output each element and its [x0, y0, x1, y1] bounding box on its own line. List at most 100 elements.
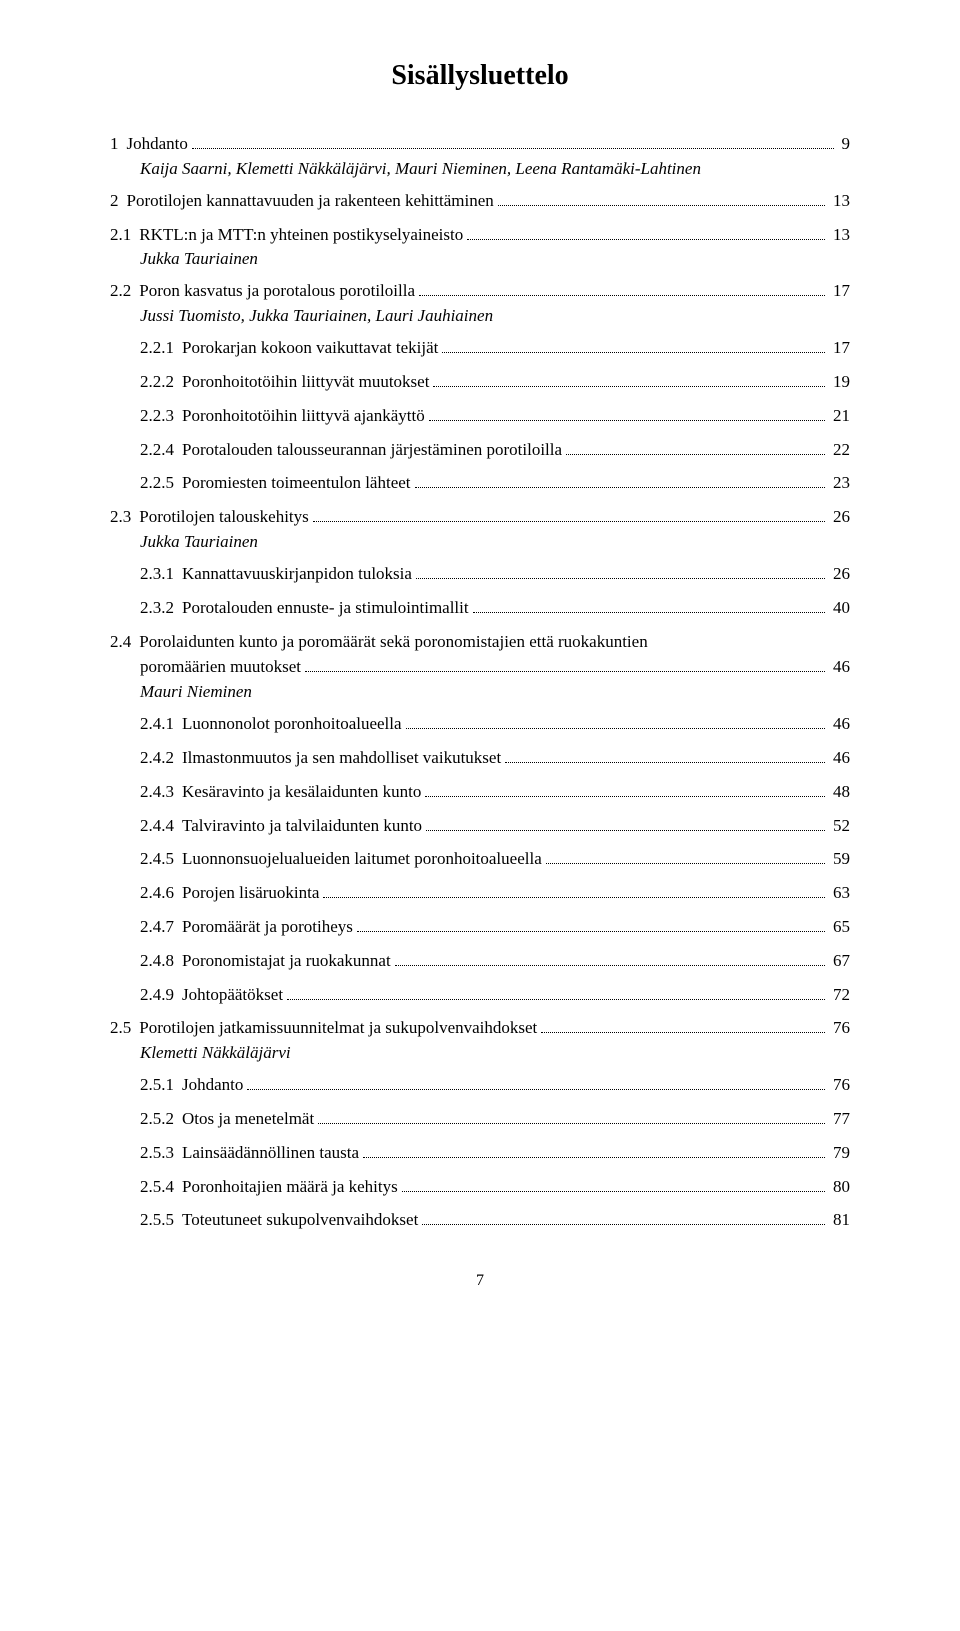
- toc-leader: [442, 352, 825, 353]
- toc-entry: 2.2.5Poromiesten toimeentulon lähteet23: [140, 471, 850, 495]
- toc-entry: 2.5.5Toteutuneet sukupolvenvaihdokset81: [140, 1208, 850, 1232]
- toc-label: Porotilojen jatkamissuunnitelmat ja suku…: [139, 1016, 537, 1040]
- toc-number: 2.4.6: [140, 881, 174, 905]
- toc-leader: [357, 931, 825, 932]
- toc-page: 48: [833, 780, 850, 804]
- toc-leader: [426, 830, 825, 831]
- toc-entry: 1Johdanto9: [110, 132, 850, 156]
- toc-entry: 2.2 Poron kasvatus ja porotalous porotilo…: [110, 279, 850, 303]
- toc-author: Jukka Tauriainen: [140, 532, 850, 552]
- toc-number: 2.5.4: [140, 1175, 174, 1199]
- toc-leader: [323, 897, 825, 898]
- toc-page: 79: [833, 1141, 850, 1165]
- toc-page: 63: [833, 881, 850, 905]
- toc-leader: [433, 386, 825, 387]
- toc-entry: 2.4.2 Ilmastonmuutos ja sen mahdolliset v…: [140, 746, 850, 770]
- toc-number: 2.2: [110, 279, 131, 303]
- toc-leader: [402, 1191, 825, 1192]
- toc-leader: [287, 999, 825, 1000]
- toc-page: 46: [833, 655, 850, 679]
- toc-list: 1Johdanto9 Kaija Saarni, Klemetti Näkkälä…: [110, 132, 850, 1232]
- toc-leader: [363, 1157, 825, 1158]
- toc-number: 2.4.5: [140, 847, 174, 871]
- toc-label: RKTL:n ja MTT:n yhteinen postikyselyaine…: [139, 223, 463, 247]
- toc-number: 2.2.4: [140, 438, 174, 462]
- toc-leader: [313, 521, 825, 522]
- toc-number: 2.2.2: [140, 370, 174, 394]
- toc-number: 2.2.5: [140, 471, 174, 495]
- toc-label: Poromäärät ja porotiheys: [182, 915, 353, 939]
- toc-entry: 2.2.2 Poronhoitotöihin liittyvät muutokse…: [140, 370, 850, 394]
- toc-page: 67: [833, 949, 850, 973]
- toc-label: Kesäravinto ja kesälaidunten kunto: [182, 780, 421, 804]
- toc-leader: [467, 239, 825, 240]
- toc-entry: 2.3.2Porotalouden ennuste- ja stimuloint…: [140, 596, 850, 620]
- toc-number: 2.5: [110, 1016, 131, 1040]
- toc-page: 21: [833, 404, 850, 428]
- toc-label: Kannattavuuskirjanpidon tuloksia: [182, 562, 412, 586]
- toc-page: 13: [833, 189, 850, 213]
- toc-label: Porojen lisäruokinta: [182, 881, 319, 905]
- toc-label: Luonnonolot poronhoitoalueella: [182, 712, 402, 736]
- toc-label: Porolaidunten kunto ja poromäärät sekä p…: [139, 630, 647, 654]
- toc-leader: [498, 205, 825, 206]
- toc-page: 46: [833, 712, 850, 736]
- toc-entry: 2.3 Porotilojen talouskehitys 26: [110, 505, 850, 529]
- toc-number: 2.4.4: [140, 814, 174, 838]
- toc-page: 17: [833, 336, 850, 360]
- toc-page: 72: [833, 983, 850, 1007]
- toc-page: 59: [833, 847, 850, 871]
- toc-page: 76: [833, 1016, 850, 1040]
- toc-label: Talviravinto ja talvilaidunten kunto: [182, 814, 422, 838]
- toc-leader: [541, 1032, 825, 1033]
- toc-number: 2.4.7: [140, 915, 174, 939]
- toc-entry: 2.4.9Johtopäätökset72: [140, 983, 850, 1007]
- toc-number: 2.5.2: [140, 1107, 174, 1131]
- toc-leader: [305, 671, 825, 672]
- toc-number: 2.4.2: [140, 746, 174, 770]
- toc-label: Luonnonsuojelualueiden laitumet poronhoi…: [182, 847, 542, 871]
- toc-row: poromäärien muutokset46: [140, 655, 850, 679]
- toc-label: Ilmastonmuutos ja sen mahdolliset vaikut…: [182, 746, 501, 770]
- toc-page: 13: [833, 223, 850, 247]
- toc-entry: 2.5.1Johdanto76: [140, 1073, 850, 1097]
- toc-label: Porotilojen talouskehitys: [139, 505, 309, 529]
- toc-label: Poron kasvatus ja porotalous porotiloill…: [139, 279, 415, 303]
- toc-page: 76: [833, 1073, 850, 1097]
- toc-label: Porokarjan kokoon vaikuttavat tekijät: [182, 336, 438, 360]
- toc-entry: 2Porotilojen kannattavuuden ja rakenteen…: [110, 189, 850, 213]
- toc-number: 2.3: [110, 505, 131, 529]
- toc-leader: [406, 728, 825, 729]
- toc-author: Kaija Saarni, Klemetti Näkkäläjärvi, Mau…: [140, 159, 850, 179]
- toc-leader: [505, 762, 825, 763]
- toc-leader: [422, 1224, 825, 1225]
- toc-entry: 2.2.3Poronhoitotöihin liittyvä ajankäytt…: [140, 404, 850, 428]
- page-number: 7: [110, 1272, 850, 1290]
- toc-entry: 2.5.4Poronhoitajien määrä ja kehitys80: [140, 1175, 850, 1199]
- toc-page: 26: [833, 562, 850, 586]
- toc-page: 26: [833, 505, 850, 529]
- toc-entry: 2.1 RKTL:n ja MTT:n yhteinen postikyselya…: [110, 223, 850, 247]
- toc-page: 17: [833, 279, 850, 303]
- toc-label: Poronhoitotöihin liittyvät muutokset: [182, 370, 429, 394]
- toc-label: Porotalouden talousseurannan järjestämin…: [182, 438, 562, 462]
- toc-leader: [318, 1123, 825, 1124]
- toc-number: 2.4.8: [140, 949, 174, 973]
- toc-entry: 2.4.6 Porojen lisäruokinta 63: [140, 881, 850, 905]
- toc-number: 2.1: [110, 223, 131, 247]
- toc-entry: 2.4Porolaidunten kunto ja poromäärät sek…: [110, 620, 850, 680]
- toc-label: Johdanto: [182, 1073, 243, 1097]
- toc-page: 40: [833, 596, 850, 620]
- toc-number: 2.2.3: [140, 404, 174, 428]
- toc-page: 80: [833, 1175, 850, 1199]
- toc-label: Johdanto: [127, 132, 188, 156]
- toc-page: 81: [833, 1208, 850, 1232]
- toc-number: 2.3.2: [140, 596, 174, 620]
- toc-page: 22: [833, 438, 850, 462]
- toc-leader: [419, 295, 825, 296]
- toc-leader: [416, 578, 825, 579]
- toc-number: 2: [110, 189, 119, 213]
- toc-number: 2.4.3: [140, 780, 174, 804]
- toc-entry: 2.5.2Otos ja menetelmät77: [140, 1107, 850, 1131]
- toc-label: Otos ja menetelmät: [182, 1107, 314, 1131]
